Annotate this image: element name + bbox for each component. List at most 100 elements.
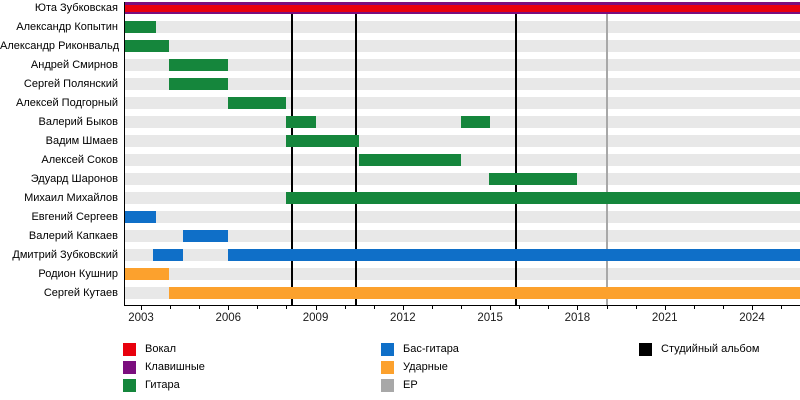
member-label: Валерий Быков [38,116,118,128]
x-tick-major [228,306,230,310]
x-tick-major [490,306,492,310]
x-tick-minor [548,306,550,309]
bar-guitar [168,78,229,90]
member-label: Евгений Сергеев [31,211,118,223]
x-tick-minor [431,306,433,309]
member-label: Александр Копытин [16,21,118,33]
bar-guitar [228,97,287,109]
legend-label: Бас-гитара [403,343,459,355]
x-tick-minor [461,306,463,309]
x-tick-minor [781,306,783,309]
y-axis-line [124,2,125,306]
legend-label: Клавишные [145,361,205,373]
x-tick-major [751,306,753,310]
legend-swatch-guitar [123,379,136,392]
x-tick-label: 2012 [390,312,416,324]
bar-bass [183,230,229,242]
x-tick-minor [635,306,637,309]
x-tick-label: 2003 [128,312,154,324]
legend-label: Вокал [145,343,177,355]
bar-guitar [168,59,229,71]
bar-guitar [125,40,169,52]
x-tick-minor [170,306,172,309]
x-tick-minor [344,306,346,309]
bar-bass [152,249,184,261]
x-tick-label: 2018 [564,312,591,324]
row-track [125,268,800,280]
bar-vocals [125,4,800,12]
member-label: Александр Риконвальд [0,40,120,52]
member-label: Андрей Смирнов [30,59,118,71]
album-line [355,2,358,305]
row-track [125,59,800,71]
x-tick-minor [199,306,201,309]
x-tick-major [577,306,579,310]
row-track [125,135,800,147]
member-label: Дмитрий Зубковский [12,249,118,261]
legend-swatch-keyboards [123,361,136,374]
legend-swatch-drums [381,361,394,374]
member-label: Эдуард Шаронов [30,173,118,185]
row-track [125,230,800,242]
x-tick-label: 2015 [477,312,503,324]
x-tick-minor [693,306,695,309]
plot-area [125,2,800,305]
bar-guitar [359,154,462,166]
legend-label: Ударные [403,361,448,373]
row-track [125,211,800,223]
x-tick-label: 2024 [739,312,765,324]
bar-bass [125,211,156,223]
row-track [125,154,800,166]
row-track [125,78,800,90]
legend-label: EP [403,379,418,391]
x-tick-major [315,306,317,310]
ep-line [605,2,608,305]
x-tick-major [402,306,404,310]
member-label: Юта Зубковская [34,2,118,14]
x-tick-minor [286,306,288,309]
legend-swatch-bass [381,343,394,356]
x-tick-minor [606,306,608,309]
legend-label: Студийный альбом [661,343,760,355]
x-axis: 2003 2006 2009 2012 2015 2018 2021 2024 [125,306,800,336]
legend: Вокал Клавишные Гитара Бас-гитара Ударные EP С… [0,336,800,400]
row-track [125,97,800,109]
x-tick-major [141,306,142,310]
legend-swatch-album [639,343,652,356]
member-labels: Юта Зубковская Александр Копытин Александр… [0,0,120,305]
x-tick-label: 2006 [215,312,242,324]
bar-guitar [286,116,316,128]
member-label: Сергей Полянский [23,78,118,90]
bar-guitar [286,192,800,204]
x-tick-minor [373,306,375,309]
row-track [125,173,800,185]
bar-drums [168,287,800,299]
x-tick-minor [257,306,259,309]
bar-guitar [461,116,491,128]
row-track [125,40,800,52]
row-track [125,21,800,33]
album-line [515,2,518,305]
x-tick-label: 2009 [302,312,329,324]
x-axis-line [124,305,800,306]
bar-bass [228,249,800,261]
bar-guitar [286,135,360,147]
legend-label: Гитара [145,379,180,391]
x-tick-major [664,306,666,310]
member-label: Валерий Капкаев [28,230,118,242]
bar-drums [125,268,169,280]
album-line [291,2,294,305]
member-label: Алексей Подгорный [16,97,118,109]
x-tick-label: 2021 [651,312,678,324]
x-tick-minor [722,306,724,309]
member-label: Алексей Соков [41,154,118,166]
member-label: Вадим Шмаев [45,135,118,147]
legend-swatch-ep [381,379,394,392]
member-label: Михаил Михайлов [24,192,118,204]
member-label: Родион Кушнир [38,268,118,280]
bar-guitar [488,173,578,185]
member-label: Сергей Кутаев [43,287,118,299]
bar-guitar [125,21,156,33]
x-tick-minor [519,306,521,309]
